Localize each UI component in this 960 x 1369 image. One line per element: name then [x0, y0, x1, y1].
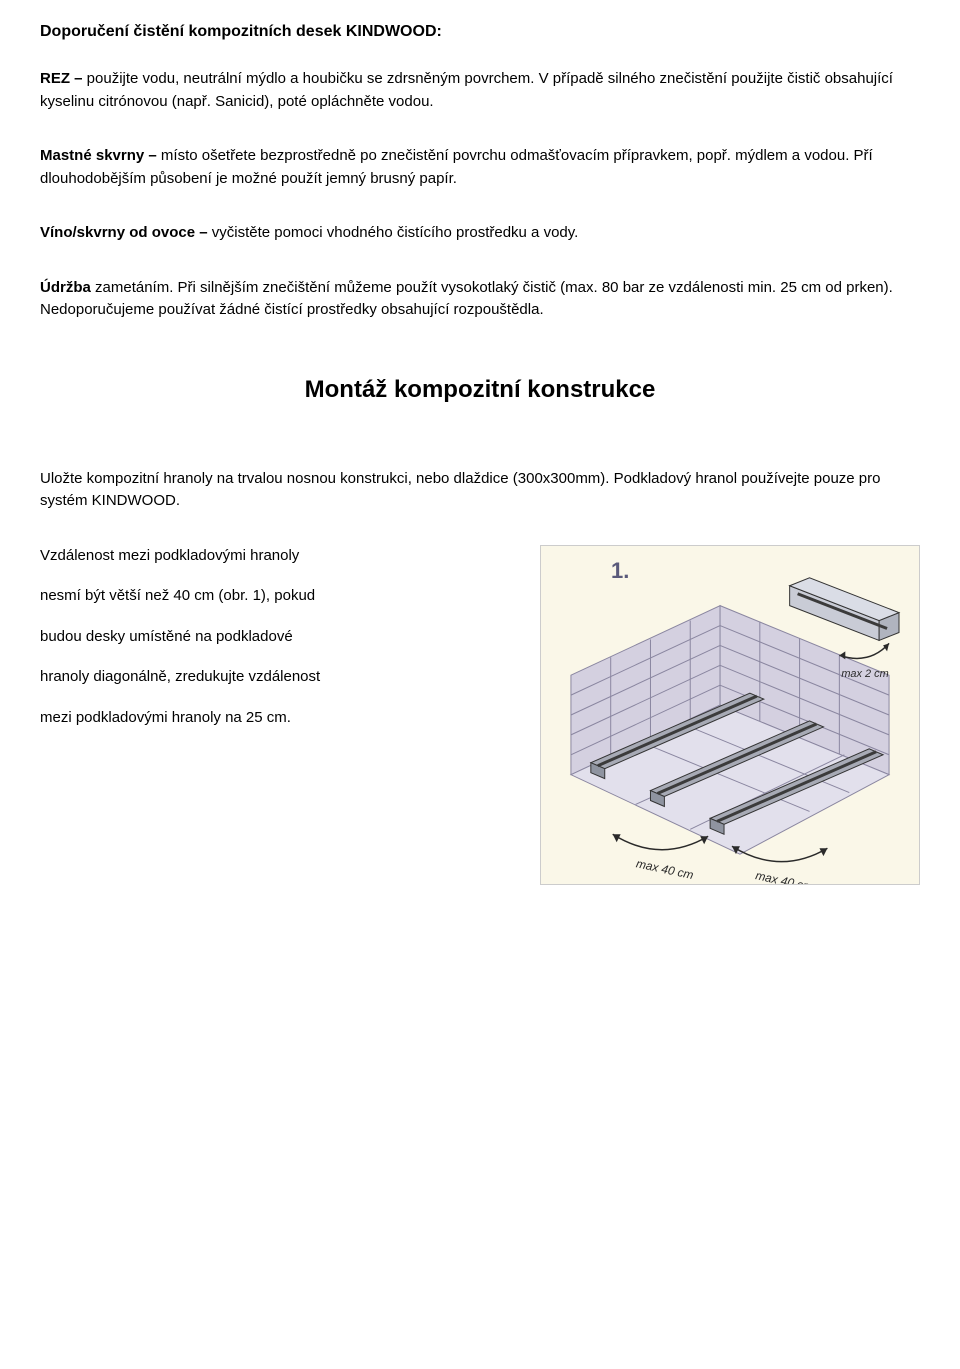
line-vzdalenost: Vzdálenost mezi podkladovými hranoly [40, 545, 520, 568]
bold-vino: Víno/skvrny od ovoce – [40, 224, 208, 241]
bold-udrzba: Údržba [40, 279, 95, 296]
text-vino: vyčistěte pomoci vhodného čistícího pros… [208, 224, 579, 241]
paragraph-udrzba: Údržba zametáním. Při silnějším znečiště… [40, 277, 920, 322]
text-rez: použijte vodu, neutrální mýdlo a houbičk… [40, 70, 893, 110]
page-title: Doporučení čistění kompozitních desek KI… [40, 20, 920, 44]
lower-block: Vzdálenost mezi podkladovými hranoly nes… [40, 545, 920, 885]
dim-front-right-label: max 40 cm [754, 868, 814, 884]
bold-rez: REZ – [40, 70, 83, 87]
text-udrzba: zametáním. Při silnějším znečištění může… [40, 279, 893, 319]
dim-front-left [613, 834, 708, 849]
paragraph-mastne: Mastné skvrny – místo ošetřete bezprostř… [40, 145, 920, 190]
paragraph-ulozte: Uložte kompozitní hranoly na trvalou nos… [40, 468, 920, 513]
figure-1: 1. [540, 545, 920, 885]
text-column: Vzdálenost mezi podkladovými hranoly nes… [40, 545, 520, 748]
line-hranoly: hranoly diagonálně, zredukujte vzdálenos… [40, 666, 520, 689]
dim-back: max 2 cm [841, 668, 888, 680]
line-mezi: mezi podkladovými hranoly na 25 cm. [40, 707, 520, 730]
dim-front-left-label: max 40 cm [635, 856, 695, 882]
text-mastne: místo ošetřete bezprostředně po znečistě… [40, 147, 873, 187]
line-budou: budou desky umístěné na podkladové [40, 626, 520, 649]
paragraph-rez: REZ – použijte vodu, neutrální mýdlo a h… [40, 68, 920, 113]
bold-mastne: Mastné skvrny – [40, 147, 157, 164]
paragraph-vino: Víno/skvrny od ovoce – vyčistěte pomoci … [40, 222, 920, 245]
line-nesmi: nesmí být větší než 40 cm (obr. 1), poku… [40, 585, 520, 608]
heading-montaz: Montáž kompozitní konstrukce [40, 372, 920, 408]
figure-svg: max 2 cm max 40 cm max 40 cm [541, 546, 919, 884]
